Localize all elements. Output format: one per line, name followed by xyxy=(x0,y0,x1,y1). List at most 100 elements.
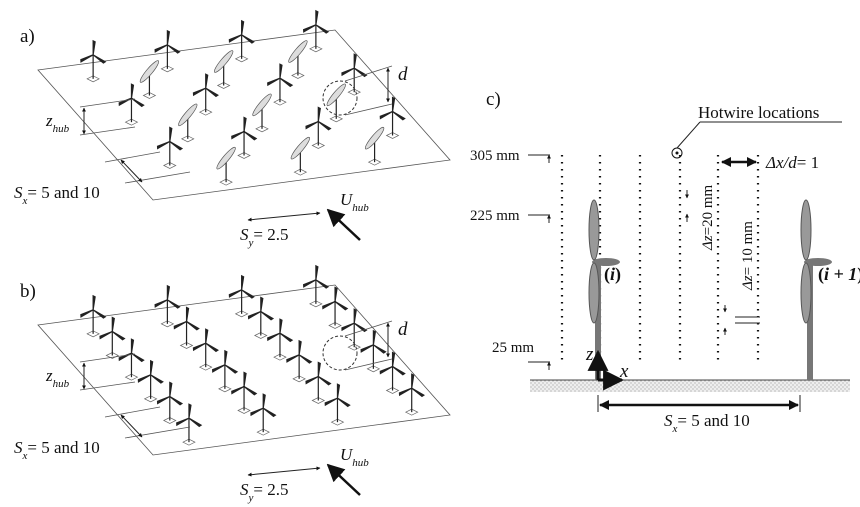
hub-height-label-part: hub xyxy=(53,123,70,135)
turbine-blade xyxy=(189,404,191,418)
turbine xyxy=(380,98,404,139)
turbine-blade xyxy=(306,377,318,384)
turbine-blade xyxy=(244,118,246,132)
axis-x-label: x xyxy=(619,361,629,382)
turbine-blade xyxy=(189,418,201,426)
plan-view: a)zhubdSx= 5 and 10Sy= 2.5Uhub xyxy=(14,11,450,249)
turbine-blade xyxy=(280,64,282,78)
turbine xyxy=(193,329,217,370)
turbine xyxy=(138,361,162,402)
panel-label: b) xyxy=(20,281,36,302)
turbine-blade xyxy=(206,329,208,343)
blade xyxy=(589,200,599,260)
turbine-label-part: ) xyxy=(615,264,621,285)
turbine-label: (i + 1) xyxy=(818,264,860,285)
spanwise-spacing-label-part: = 2.5 xyxy=(253,225,288,244)
plan-views: a)zhubdSx= 5 and 10Sy= 2.5Uhubb)zhubdSx=… xyxy=(14,11,450,504)
streamwise-spacing-label: Sx= 5 and 10 xyxy=(14,438,100,462)
turbine-blade xyxy=(151,375,163,383)
turbine-blade xyxy=(213,365,225,372)
turbine-blade xyxy=(229,290,241,297)
turbine-blade xyxy=(306,122,318,129)
vertical-spacing-label-part: = 10 mm xyxy=(740,221,756,276)
turbine-blade xyxy=(354,54,356,68)
inflow-label: Uhub xyxy=(340,190,369,214)
turbine xyxy=(232,373,256,414)
turbine-blade xyxy=(225,365,237,373)
turbine-blade xyxy=(316,11,318,25)
turbine-blade xyxy=(177,418,189,425)
turbine-blade xyxy=(242,276,244,290)
turbine xyxy=(119,84,143,125)
diameter-label: d xyxy=(398,319,408,340)
turbine-blade xyxy=(337,398,349,406)
height-label: 225 mm xyxy=(470,208,520,224)
turbine-blade xyxy=(393,353,395,367)
turbine xyxy=(81,296,105,337)
turbine xyxy=(268,64,292,105)
turbine-blade xyxy=(81,310,93,317)
turbine xyxy=(287,39,310,79)
turbine-blade xyxy=(342,68,354,75)
turbine-blade xyxy=(316,266,318,280)
height-label-part: 25 mm xyxy=(492,340,534,356)
turbine-blade xyxy=(268,78,280,85)
turbine xyxy=(212,49,235,89)
profile-spacing-label-part: Δx/d xyxy=(765,153,797,172)
turbine-blade xyxy=(251,408,263,415)
turbine-blade xyxy=(325,398,337,405)
turbine-blade xyxy=(354,309,356,323)
inflow-label: Uhub xyxy=(340,445,369,469)
turbine-blade xyxy=(131,339,133,353)
turbine xyxy=(304,11,328,52)
turbine-blade xyxy=(187,322,199,330)
inflow-label-part: hub xyxy=(352,202,369,214)
turbine-blade xyxy=(263,394,265,408)
panel-label-part: a) xyxy=(20,26,35,47)
profile-spacing-label-part: = 1 xyxy=(797,153,819,172)
dim-arrow xyxy=(121,160,142,182)
turbine-blade xyxy=(337,384,339,398)
turbine-blade xyxy=(373,345,385,353)
turbine-blade xyxy=(342,323,354,330)
hotwire-marker-dot xyxy=(676,152,679,155)
turbine-blade xyxy=(280,333,292,341)
turbine-blade xyxy=(299,355,311,363)
turbine xyxy=(306,363,330,404)
hub-height-label: zhub xyxy=(45,111,70,135)
streamwise-spacing-label: Sx= 5 and 10 xyxy=(664,411,750,435)
turbine-blade xyxy=(131,84,133,98)
turbine-blade xyxy=(361,345,373,352)
hotwire-label: Hotwire locations xyxy=(698,103,819,122)
turbine xyxy=(176,102,199,142)
ground-plane xyxy=(38,285,450,455)
turbine xyxy=(177,404,201,445)
turbine-blade xyxy=(399,388,411,395)
turbine xyxy=(158,128,182,169)
turbine xyxy=(138,59,161,99)
turbine xyxy=(229,21,253,62)
turbine-blade xyxy=(206,343,218,351)
diameter-label-part: d xyxy=(398,64,408,85)
turbine-label: (i) xyxy=(604,264,621,285)
turbine-blade xyxy=(119,98,131,105)
turbine-blade xyxy=(268,333,280,340)
turbine-blade xyxy=(412,374,414,388)
turbine-blade xyxy=(158,142,170,149)
turbine-blade xyxy=(335,288,337,302)
inflow-arrow xyxy=(328,465,360,495)
profile-spacing-label: Δx/d= 1 xyxy=(765,153,819,172)
turbine-blade xyxy=(232,132,244,139)
turbine xyxy=(174,308,198,349)
inflow-arrow xyxy=(328,210,360,240)
turbine xyxy=(306,108,330,149)
panel-label-part: c) xyxy=(486,89,501,110)
turbine xyxy=(232,118,256,159)
turbine xyxy=(81,41,105,82)
turbine-blade xyxy=(170,397,182,405)
turbine xyxy=(119,339,143,380)
dim-line xyxy=(80,127,135,135)
dim-line xyxy=(125,427,190,438)
blade xyxy=(801,200,811,260)
turbine-blade xyxy=(318,377,330,385)
